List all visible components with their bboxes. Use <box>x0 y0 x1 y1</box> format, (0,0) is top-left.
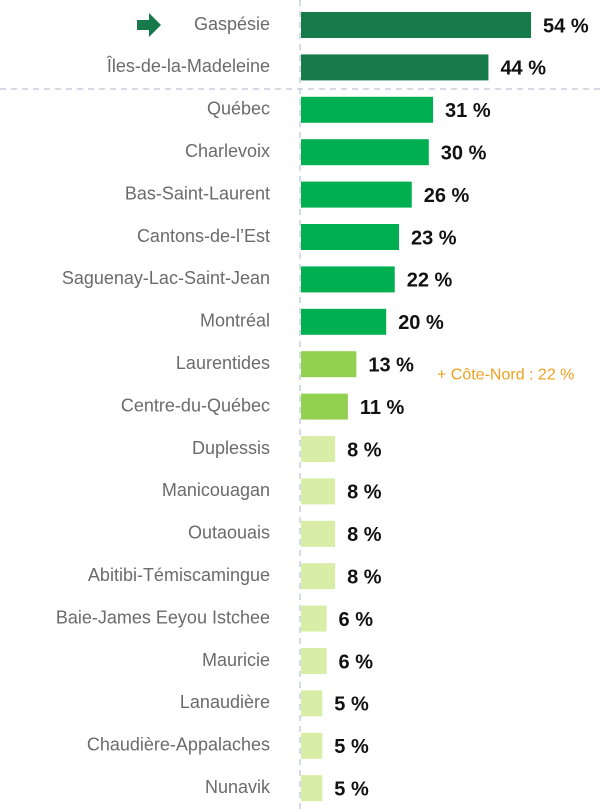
category-label: Manicouagan <box>162 480 270 500</box>
value-label: 8 % <box>347 482 382 504</box>
bar <box>301 351 357 378</box>
value-label: 13 % <box>368 354 414 376</box>
value-label: 22 % <box>407 270 453 292</box>
category-label: Baie-James Eeyou Istchee <box>56 607 270 627</box>
category-label: Îles-de-la-Madeleine <box>106 56 270 76</box>
bar <box>301 96 434 123</box>
bar <box>301 266 395 293</box>
category-label: Charlevoix <box>185 141 270 161</box>
bar <box>301 12 532 38</box>
bar <box>301 224 399 250</box>
arrow-icon <box>137 13 161 37</box>
value-label: 20 % <box>398 312 444 334</box>
category-label: Chaudière-Appalaches <box>87 735 270 755</box>
value-label: 44 % <box>500 58 546 80</box>
value-label: 26 % <box>424 185 470 207</box>
bar <box>301 732 323 759</box>
category-label: Laurentides <box>176 353 270 373</box>
category-label: Outaouais <box>188 523 270 543</box>
value-label: 11 % <box>360 397 405 419</box>
bar <box>301 436 336 462</box>
bar <box>301 648 327 674</box>
bar <box>301 139 429 166</box>
category-label: Montréal <box>200 311 270 331</box>
value-label: 5 % <box>334 694 369 716</box>
category-label: Gaspésie <box>194 14 270 34</box>
value-label: 6 % <box>339 609 374 631</box>
category-label: Nunavik <box>205 777 271 797</box>
bar <box>301 308 387 335</box>
value-label: 31 % <box>445 100 491 122</box>
bar <box>301 775 323 802</box>
annotation: + Côte-Nord : 22 % <box>437 366 574 383</box>
value-label: 30 % <box>441 142 487 164</box>
bar <box>301 605 327 632</box>
category-label: Québec <box>207 99 270 119</box>
bar <box>301 181 412 208</box>
value-label: 5 % <box>334 736 369 758</box>
bar <box>301 478 336 505</box>
category-label: Mauricie <box>202 650 270 670</box>
value-label: 23 % <box>411 227 457 249</box>
value-label: 54 % <box>543 15 589 37</box>
value-label: 8 % <box>347 524 382 546</box>
category-label: Saguenay-Lac-Saint-Jean <box>62 268 270 288</box>
value-label: 5 % <box>334 778 369 800</box>
category-label: Duplessis <box>192 438 270 458</box>
bar <box>301 54 489 81</box>
bar <box>301 393 348 420</box>
category-label: Bas-Saint-Laurent <box>125 183 270 203</box>
bar <box>301 690 323 717</box>
value-label: 8 % <box>347 439 382 461</box>
value-label: 8 % <box>347 566 382 588</box>
bar <box>301 563 336 590</box>
category-label: Abitibi-Témiscamingue <box>88 565 270 585</box>
category-label: Centre-du-Québec <box>121 395 270 415</box>
value-label: 6 % <box>339 651 374 673</box>
bar <box>301 520 336 547</box>
category-label: Cantons-de-l’Est <box>137 226 270 246</box>
category-label: Lanaudière <box>180 692 270 712</box>
